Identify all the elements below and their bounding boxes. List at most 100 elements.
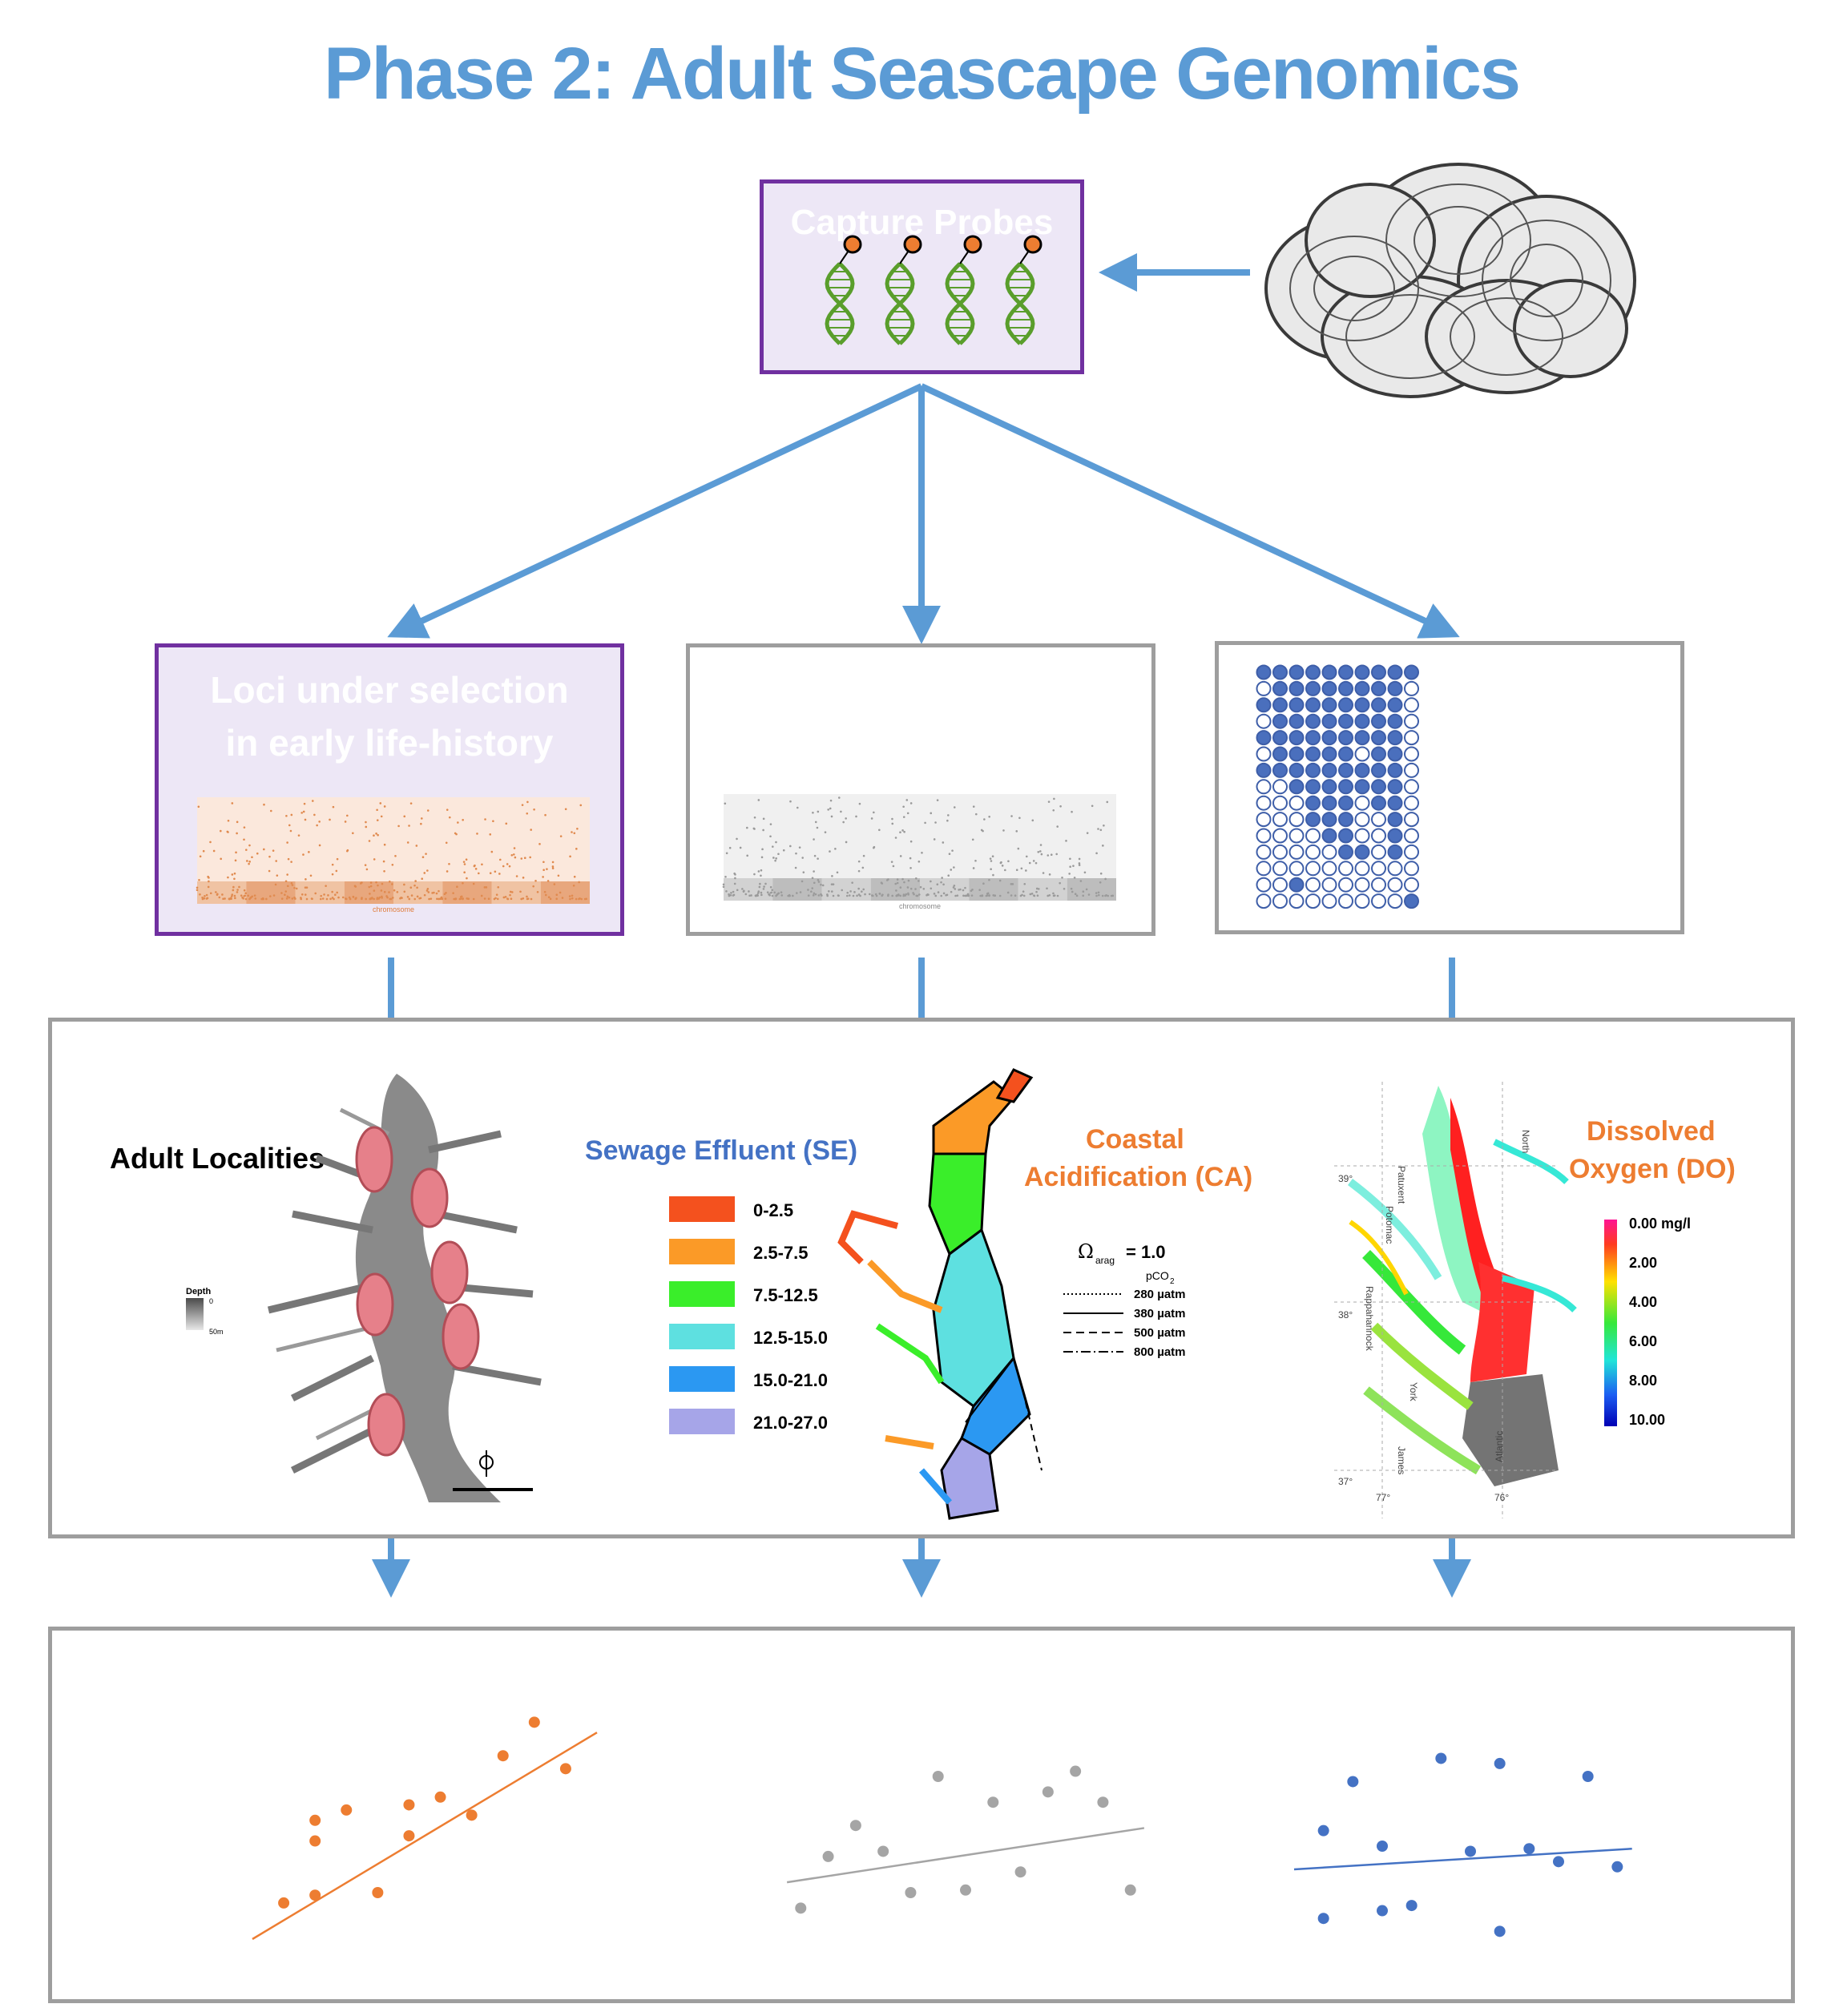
matrix-dot <box>1272 730 1288 746</box>
se-legend-swatch <box>669 1366 735 1392</box>
do-tick-label: 6.00 <box>1629 1333 1657 1349</box>
capture-probes-box: Capture Probes <box>760 179 1084 374</box>
matrix-dot <box>1288 893 1305 909</box>
matrix-dot <box>1387 762 1403 778</box>
matrix-dot <box>1272 893 1288 909</box>
matrix-dot <box>1338 861 1353 877</box>
dot-matrix <box>1256 664 1419 909</box>
adult-localities-label: Adult Localities <box>110 1142 325 1175</box>
regression-point <box>528 1716 540 1728</box>
matrix-dot <box>1305 844 1321 860</box>
matrix-dot <box>1371 844 1386 860</box>
matrix-dot <box>1305 828 1321 844</box>
sewage-effluent-label: Sewage Effluent (SE) <box>585 1135 858 1166</box>
matrix-dot <box>1288 664 1305 680</box>
matrix-dot <box>1387 730 1403 746</box>
dissolved-oxygen-map <box>1334 1082 1577 1518</box>
regression-point <box>1317 1913 1329 1925</box>
regression-point <box>1465 1845 1476 1857</box>
matrix-dot <box>1371 779 1386 795</box>
matrix-dot <box>1371 828 1386 844</box>
depth-legend-max: 50m <box>209 1328 224 1336</box>
regression-point <box>403 1799 415 1811</box>
matrix-dot <box>1321 779 1337 795</box>
regression-point <box>1377 1905 1388 1917</box>
regression-point <box>1611 1861 1623 1873</box>
regression-point <box>341 1804 353 1816</box>
regression-point <box>1070 1765 1082 1777</box>
matrix-dot <box>1404 828 1419 844</box>
matrix-dot <box>1272 812 1288 828</box>
regression-point <box>1347 1776 1359 1788</box>
matrix-dot <box>1338 844 1353 860</box>
pco2-subscript: 2 <box>1170 1277 1175 1286</box>
matrix-dot <box>1338 713 1353 729</box>
do-map-label: 37° <box>1338 1476 1353 1487</box>
matrix-dot <box>1338 877 1353 893</box>
regression-fit-line <box>1293 1847 1632 1871</box>
matrix-dot <box>1387 697 1403 713</box>
matrix-dot <box>1288 762 1305 778</box>
regression-plot-1 <box>252 1716 598 1941</box>
matrix-dot <box>1387 877 1403 893</box>
matrix-dot <box>1321 730 1337 746</box>
matrix-dot <box>1256 779 1272 795</box>
regression-point <box>1553 1856 1564 1868</box>
matrix-dot <box>1338 730 1353 746</box>
matrix-dot <box>1305 812 1321 828</box>
matrix-dot <box>1305 746 1321 762</box>
matrix-dot <box>1321 664 1337 680</box>
matrix-dot <box>1338 664 1353 680</box>
matrix-dot <box>1404 746 1419 762</box>
matrix-dot <box>1354 877 1370 893</box>
omega-symbol: Ω <box>1078 1240 1094 1263</box>
matrix-dot <box>1387 664 1403 680</box>
matrix-dot <box>1371 812 1386 828</box>
regression-point <box>434 1791 446 1803</box>
se-legend-label: 2.5-7.5 <box>753 1243 809 1263</box>
do-map-label: 39° <box>1338 1173 1353 1184</box>
matrix-dot <box>1256 844 1272 860</box>
matrix-dot <box>1387 795 1403 811</box>
matrix-dot <box>1272 697 1288 713</box>
matrix-dot <box>1354 664 1370 680</box>
se-legend-label: 21.0-27.0 <box>753 1413 828 1433</box>
regression-panel <box>48 1627 1795 2003</box>
ca-legend-label: 380 µatm <box>1134 1307 1186 1320</box>
matrix-dot <box>1321 746 1337 762</box>
matrix-dot <box>1354 795 1370 811</box>
matrix-dot <box>1338 795 1353 811</box>
matrix-dot <box>1288 844 1305 860</box>
matrix-dot <box>1305 680 1321 696</box>
do-map-label: 38° <box>1338 1309 1353 1320</box>
matrix-dot <box>1321 812 1337 828</box>
matrix-dot <box>1272 664 1288 680</box>
matrix-dot <box>1371 664 1386 680</box>
matrix-dot <box>1404 812 1419 828</box>
matrix-dot <box>1404 844 1419 860</box>
matrix-dot <box>1288 713 1305 729</box>
matrix-dot <box>1404 779 1419 795</box>
dna-probe-1 <box>825 235 862 345</box>
matrix-dot <box>1404 861 1419 877</box>
matrix-dot <box>1387 861 1403 877</box>
matrix-dot <box>1272 779 1288 795</box>
do-map-label: Patuxent <box>1396 1166 1407 1204</box>
matrix-dot <box>1387 713 1403 729</box>
matrix-dot <box>1387 779 1403 795</box>
regression-point <box>497 1750 509 1762</box>
regression-point <box>1097 1796 1109 1808</box>
do-tick-label: 0.00 mg/l <box>1629 1216 1691 1232</box>
matrix-dot <box>1387 812 1403 828</box>
se-legend-swatch <box>669 1196 735 1222</box>
matrix-dot <box>1338 893 1353 909</box>
regression-point <box>849 1820 861 1832</box>
matrix-dot <box>1354 746 1370 762</box>
regression-point <box>960 1884 971 1896</box>
matrix-dot <box>1272 877 1288 893</box>
do-map-label: Atlantic <box>1494 1431 1505 1462</box>
matrix-dot <box>1404 795 1419 811</box>
matrix-dot <box>1272 680 1288 696</box>
do-map-label: Potomac <box>1384 1206 1395 1244</box>
